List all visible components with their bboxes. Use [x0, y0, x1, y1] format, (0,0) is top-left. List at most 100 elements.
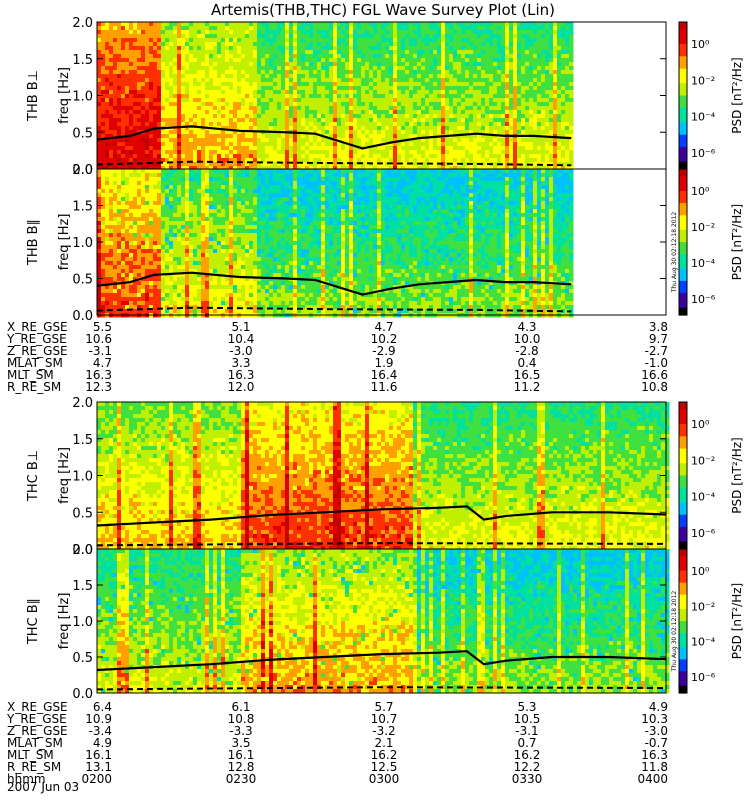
spectrogram-cell	[289, 46, 294, 51]
spectrogram-cell	[381, 70, 386, 75]
spectrogram-cell	[277, 166, 282, 171]
spectrogram-cell	[349, 58, 354, 63]
spectrogram-cell	[505, 150, 510, 155]
spectrogram-cell	[277, 54, 282, 59]
spectrogram-cell	[217, 62, 222, 67]
spectrogram-cell	[537, 66, 542, 71]
spectrogram-cell	[149, 169, 154, 174]
spectrogram-cell	[281, 102, 286, 107]
spectrogram-cell	[545, 154, 550, 159]
spectrogram-cell	[373, 74, 378, 79]
spectrogram-cell	[321, 82, 326, 87]
spectrogram-cell	[353, 118, 358, 123]
spectrogram-cell	[125, 122, 130, 127]
spectrogram-cell	[385, 102, 390, 107]
spectrogram-cell	[121, 34, 126, 39]
spectrogram-cell	[397, 126, 402, 131]
spectrogram-cell	[521, 142, 526, 147]
spectrogram-cell	[333, 134, 338, 139]
spectrogram-cell	[169, 130, 174, 135]
spectrogram-cell	[429, 54, 434, 59]
spectrogram-cell	[397, 154, 402, 159]
spectrogram-cell	[113, 265, 118, 270]
spectrogram-cell	[253, 126, 258, 131]
spectrogram-cell	[361, 138, 366, 143]
spectrogram-cell	[493, 114, 498, 119]
spectrogram-cell	[261, 158, 266, 163]
spectrogram-cell	[185, 154, 190, 159]
spectrogram-cell	[97, 205, 102, 210]
spectrogram-cell	[297, 86, 302, 91]
spectrogram-cell	[273, 102, 278, 107]
spectrogram-cell	[137, 237, 142, 242]
spectrogram-cell	[445, 90, 450, 95]
spectrogram-cell	[121, 269, 126, 274]
spectrogram-cell	[201, 134, 206, 139]
spectrogram-cell	[537, 114, 542, 119]
spectrogram-cell	[385, 22, 390, 27]
spectrogram-cell	[457, 146, 462, 151]
spectrogram-cell	[209, 62, 214, 67]
spectrogram-cell	[297, 166, 302, 171]
spectrogram-cell	[441, 146, 446, 151]
spectrogram-cell	[97, 158, 102, 163]
spectrogram-cell	[205, 42, 210, 47]
spectrogram-cell	[333, 46, 338, 51]
spectrogram-cell	[221, 38, 226, 43]
spectrogram-cell	[429, 86, 434, 91]
spectrogram-cell	[281, 162, 286, 167]
spectrogram-cell	[101, 134, 106, 139]
spectrogram-cell	[397, 98, 402, 103]
spectrogram-cell	[265, 22, 270, 27]
spectrogram-cell	[501, 22, 506, 27]
spectrogram-cell	[185, 98, 190, 103]
spectrogram-cell	[225, 122, 230, 127]
spectrogram-cell	[129, 229, 134, 234]
spectrogram-cell	[501, 158, 506, 163]
spectrogram-cell	[177, 38, 182, 43]
spectrogram-cell	[273, 122, 278, 127]
spectrogram-cell	[125, 62, 130, 67]
spectrogram-cell	[117, 177, 122, 182]
spectrogram-cell	[361, 86, 366, 91]
spectrogram-cell	[565, 78, 570, 83]
spectrogram-cell	[153, 90, 158, 95]
spectrogram-cell	[201, 42, 206, 47]
spectrogram-cell	[245, 30, 250, 35]
spectrogram-cell	[405, 98, 410, 103]
spectrogram-cell	[449, 34, 454, 39]
spectrogram-cell	[137, 169, 142, 174]
spectrogram-cell	[277, 98, 282, 103]
spectrogram-cell	[545, 158, 550, 163]
spectrogram-cell	[317, 166, 322, 171]
spectrogram-cell	[317, 34, 322, 39]
spectrogram-cell	[377, 26, 382, 31]
spectrogram-cell	[485, 90, 490, 95]
spectrogram-cell	[357, 82, 362, 87]
spectrogram-cell	[241, 38, 246, 43]
spectrogram-cell	[477, 146, 482, 151]
spectrogram-cell	[289, 162, 294, 167]
spectrogram-cell	[449, 78, 454, 83]
spectrogram-cell	[261, 142, 266, 147]
spectrogram-cell	[389, 38, 394, 43]
spectrogram-cell	[529, 154, 534, 159]
spectrogram-cell	[141, 122, 146, 127]
spectrogram-cell	[257, 82, 262, 87]
spectrogram-cell	[489, 142, 494, 147]
spectrogram-cell	[513, 34, 518, 39]
spectrogram-cell	[197, 78, 202, 83]
spectrogram-cell	[421, 58, 426, 63]
spectrogram-cell	[505, 94, 510, 99]
spectrogram-cell	[137, 30, 142, 35]
spectrogram-cell	[241, 162, 246, 167]
spectrogram-cell	[349, 50, 354, 55]
spectrogram-cell	[521, 26, 526, 31]
spectrogram-cell	[373, 102, 378, 107]
spectrogram-cell	[429, 102, 434, 107]
spectrogram-cell	[293, 82, 298, 87]
spectrogram-cell	[437, 86, 442, 91]
spectrogram-cell	[381, 30, 386, 35]
spectrogram-cell	[365, 106, 370, 111]
spectrogram-cell	[301, 114, 306, 119]
